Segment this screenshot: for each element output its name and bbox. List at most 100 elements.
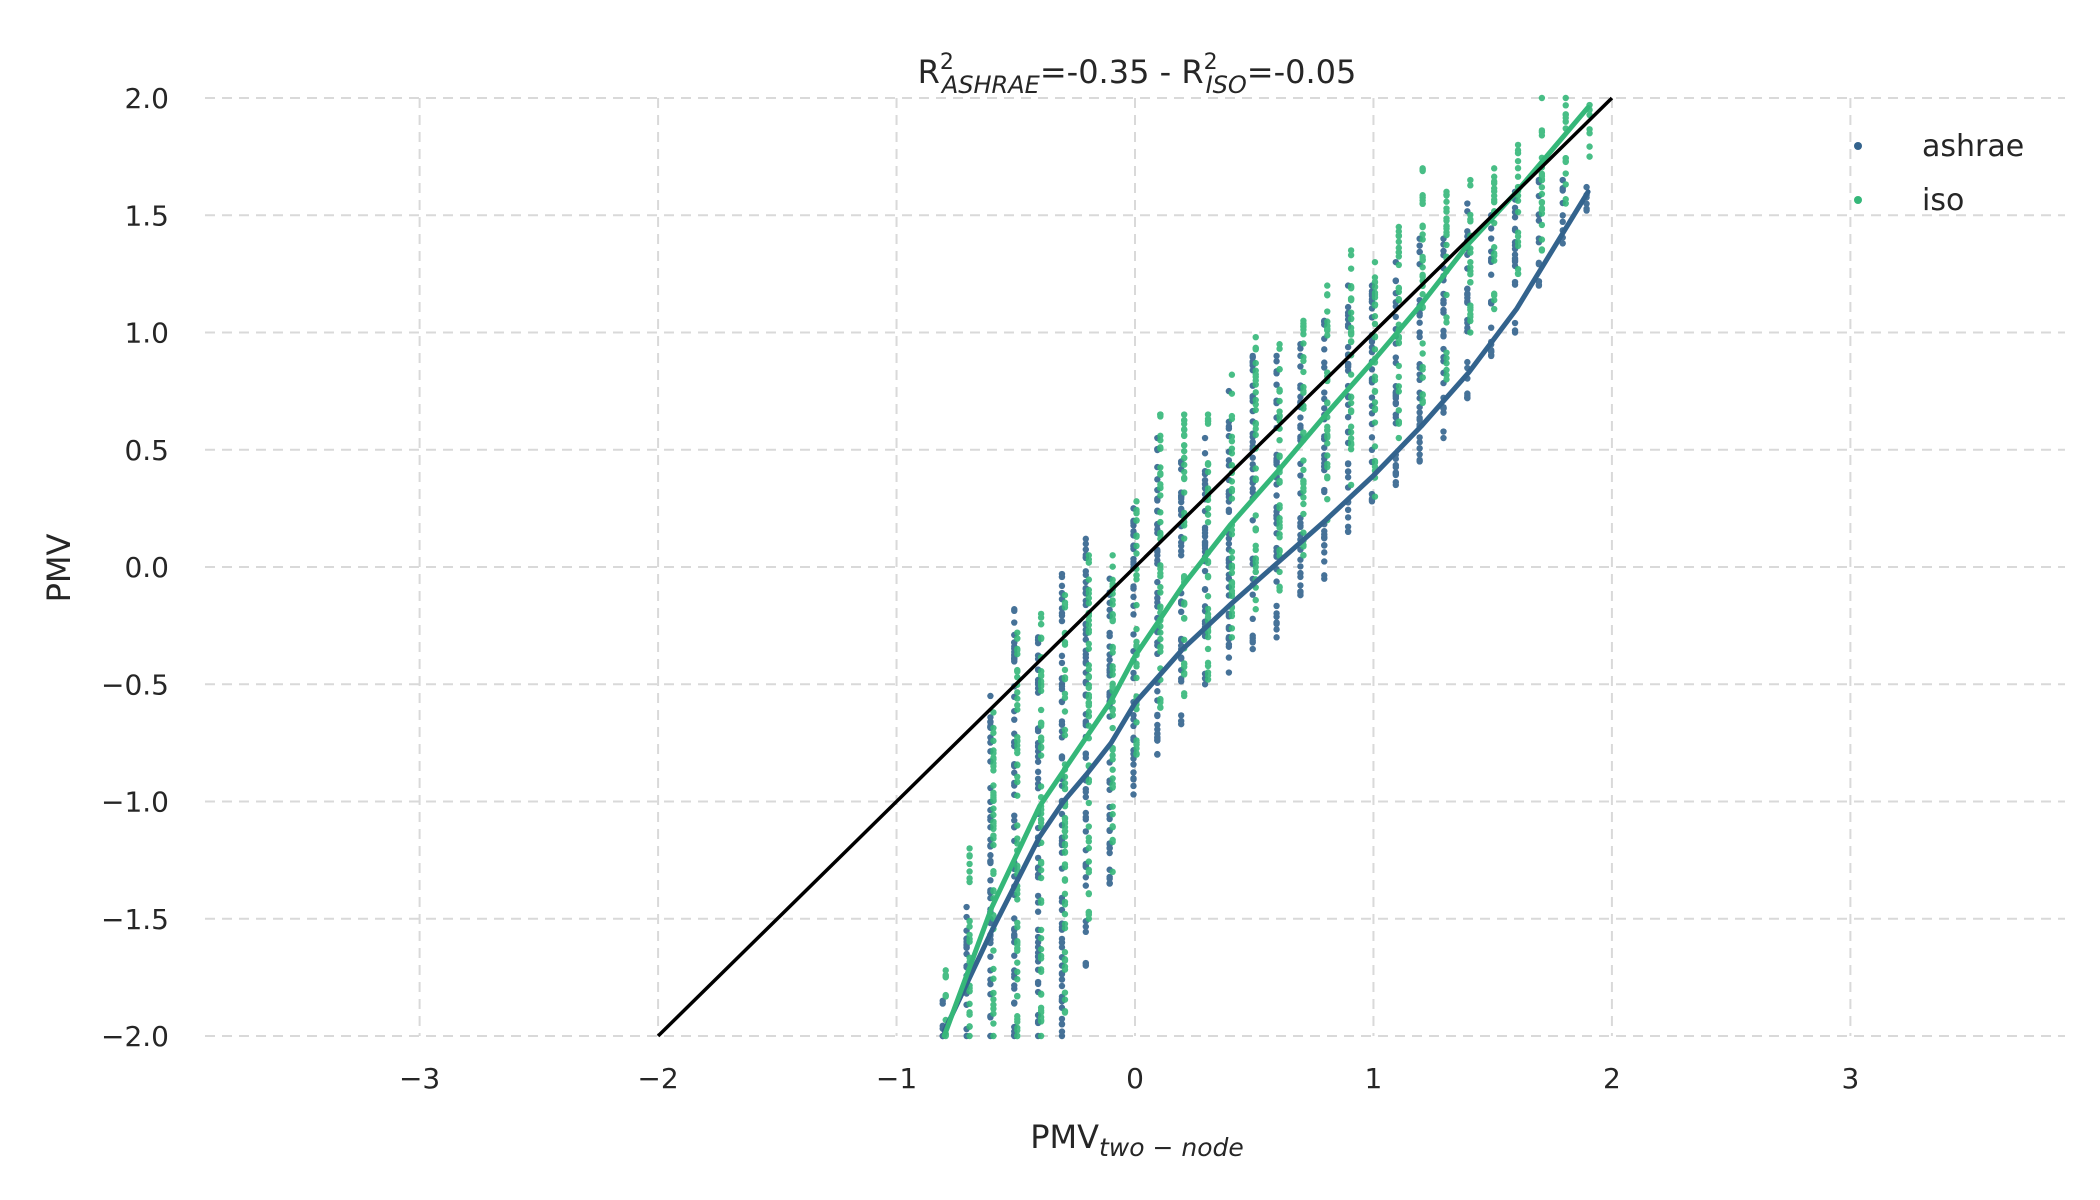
scatter-point — [1273, 634, 1280, 641]
scatter-point — [1058, 935, 1066, 943]
scatter-point — [1014, 695, 1021, 702]
scatter-point — [1228, 371, 1236, 378]
scatter-point — [1276, 584, 1283, 591]
scatter-point — [1490, 252, 1498, 259]
scatter-point — [1225, 425, 1233, 432]
scatter-point — [1297, 472, 1304, 479]
scatter-point — [1487, 324, 1495, 331]
scatter-point — [1464, 358, 1471, 366]
scatter-point — [1395, 238, 1403, 246]
scatter-point — [1419, 340, 1426, 347]
scatter-point — [1395, 232, 1403, 240]
scatter-point — [1201, 434, 1209, 442]
scatter-point — [1371, 320, 1379, 328]
scatter-point — [1443, 231, 1450, 239]
scatter-point — [1514, 242, 1522, 250]
scatter-point — [1106, 656, 1113, 664]
scatter-point — [1300, 383, 1307, 391]
scatter-point — [1300, 494, 1307, 501]
scatter-point — [1061, 827, 1069, 835]
scatter-point — [1511, 214, 1519, 221]
scatter-point — [1586, 143, 1593, 150]
scatter-point — [1180, 416, 1188, 424]
scatter-point — [1252, 421, 1259, 428]
scatter-point — [942, 991, 949, 999]
scatter-point — [1061, 641, 1069, 648]
scatter-point — [1562, 196, 1569, 203]
scatter-point — [1535, 278, 1543, 285]
scatter-point — [1228, 488, 1236, 495]
scatter-point — [1300, 466, 1307, 474]
scatter-point — [1324, 332, 1331, 339]
scatter-point — [1011, 1000, 1018, 1007]
scatter-point — [1037, 610, 1045, 618]
scatter-point — [1344, 303, 1352, 311]
scatter-point — [1538, 190, 1546, 198]
scatter-point — [1058, 685, 1066, 693]
scatter-point — [1014, 701, 1021, 709]
scatter-point — [1133, 550, 1140, 557]
scatter-point — [1014, 939, 1021, 947]
scatter-point — [1347, 408, 1355, 416]
scatter-point — [1014, 1013, 1021, 1020]
scatter-point — [1225, 457, 1233, 464]
scatter-point — [1014, 993, 1021, 1000]
scatter-point — [1204, 662, 1212, 670]
scatter-point — [1157, 444, 1164, 451]
scatter-point — [1347, 315, 1355, 322]
scatter-point — [1324, 400, 1331, 407]
scatter-point — [1419, 374, 1426, 381]
scatter-point — [1467, 271, 1474, 278]
scatter-point — [1061, 674, 1069, 682]
scatter-point — [990, 782, 997, 789]
scatter-point — [1014, 635, 1021, 642]
scatter-point — [1416, 456, 1423, 464]
scatter-point — [1511, 281, 1519, 288]
scatter-point — [987, 718, 994, 725]
scatter-point — [966, 853, 973, 860]
scatter-point — [942, 974, 949, 981]
scatter-point — [1228, 548, 1236, 555]
scatter-point — [1273, 358, 1280, 365]
scatter-point — [1276, 436, 1283, 444]
scatter-point — [966, 845, 973, 852]
scatter-point — [1443, 198, 1450, 205]
scatter-point — [1276, 386, 1283, 393]
scatter-point — [1061, 996, 1069, 1003]
scatter-point — [1321, 389, 1328, 396]
scatter-point — [1133, 517, 1140, 524]
scatter-point — [1371, 373, 1379, 380]
identity-reference-line — [656, 96, 1614, 1038]
scatter-point — [1416, 248, 1423, 256]
scatter-point — [1157, 437, 1164, 444]
scatter-point — [990, 841, 997, 849]
scatter-point — [1014, 947, 1021, 954]
scatter-point — [1180, 522, 1188, 529]
scatter-point — [1204, 645, 1212, 653]
scatter-point — [1225, 669, 1233, 676]
scatter-point — [1061, 849, 1069, 856]
scatter-point — [1085, 626, 1093, 634]
scatter-point — [1014, 650, 1021, 658]
scatter-point — [1204, 633, 1212, 641]
scatter-point — [1535, 259, 1543, 267]
scatter-point — [1276, 412, 1283, 419]
scatter-point — [1395, 253, 1403, 260]
scatter-point — [1440, 247, 1447, 255]
scatter-point — [1321, 364, 1328, 371]
scatter-point — [1249, 591, 1256, 598]
scatter-point — [1177, 608, 1185, 616]
scatter-point — [1371, 463, 1379, 470]
scatter-point — [966, 1000, 973, 1008]
scatter-point — [1416, 409, 1423, 416]
scatter-point — [1157, 464, 1164, 471]
scatter-point — [1344, 361, 1352, 368]
title-value-1: =-0.35 - R — [1040, 53, 1204, 91]
scatter-point — [1538, 198, 1546, 206]
scatter-point — [990, 767, 997, 774]
scatter-point — [1276, 345, 1283, 352]
scatter-point — [1538, 176, 1546, 184]
scatter-point — [1085, 684, 1093, 691]
scatter-point — [1324, 427, 1331, 434]
scatter-point — [1037, 634, 1045, 641]
